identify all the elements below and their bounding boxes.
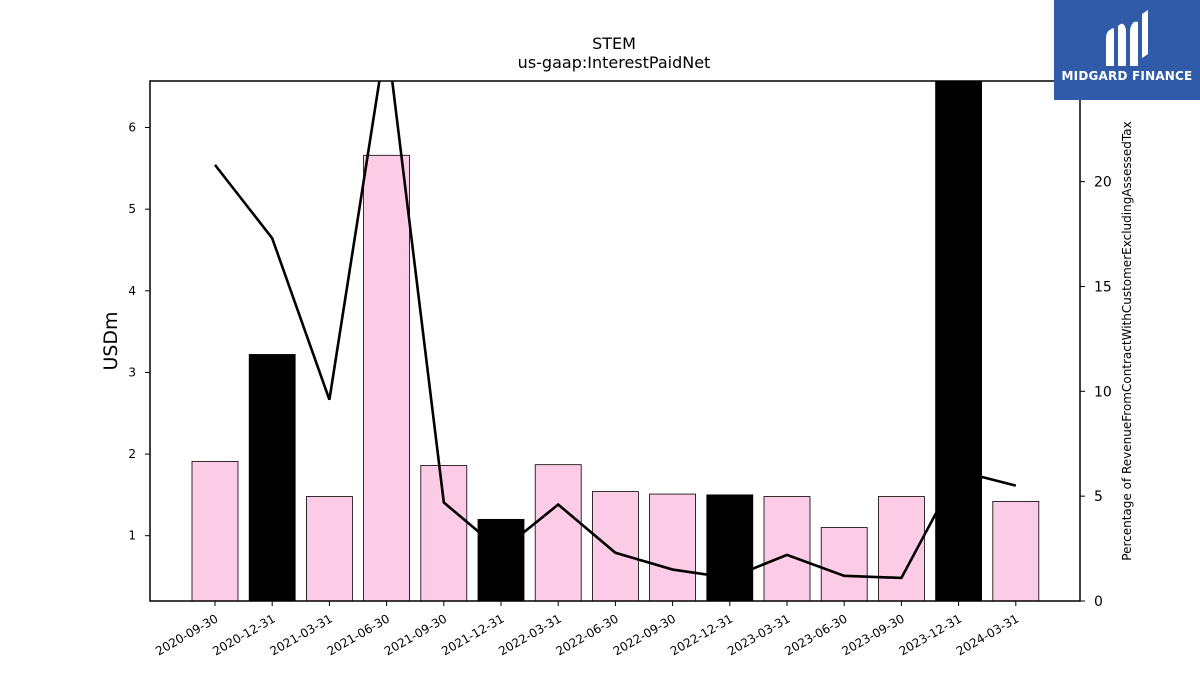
bar xyxy=(706,494,754,602)
x-tick-label: 2020-12-31 xyxy=(210,611,277,658)
midgard-logo-icon xyxy=(1106,10,1148,66)
bar xyxy=(305,496,353,602)
bar xyxy=(592,491,639,602)
bar xyxy=(649,493,696,602)
x-tick-label: 2023-06-30 xyxy=(782,611,849,658)
x-tick-label: 2023-12-31 xyxy=(897,611,964,658)
x-tick-label: 2020-09-30 xyxy=(153,611,220,658)
line-layer xyxy=(213,81,1017,580)
x-tick-label: 2024-03-31 xyxy=(954,611,1021,658)
x-tick-label: 2021-06-30 xyxy=(325,611,392,658)
y-tick-label: 3 xyxy=(128,365,136,379)
x-tick-label: 2023-03-31 xyxy=(725,611,792,658)
x-tick-label: 2021-12-31 xyxy=(439,611,506,658)
y2-tick-label: 5 xyxy=(1094,489,1103,505)
x-tick-label: 2022-06-30 xyxy=(553,611,620,658)
bar xyxy=(992,501,1040,602)
chart-subtitle: us-gaap:InterestPaidNet xyxy=(518,53,711,72)
y2-tick-label: 10 xyxy=(1094,384,1112,400)
y2-tick-label: 20 xyxy=(1094,175,1112,191)
x-tick-label: 2023-09-30 xyxy=(839,611,906,658)
bars-layer xyxy=(191,80,1040,602)
brand-logo: MIDGARD FINANCE xyxy=(1054,0,1200,100)
bar xyxy=(820,527,868,602)
bar xyxy=(191,461,239,602)
bar xyxy=(763,496,811,602)
bar xyxy=(248,354,296,602)
bar xyxy=(363,154,411,602)
y-axis-label: USDm xyxy=(100,311,122,370)
bar xyxy=(935,80,982,602)
y2-axis-label: Percentage of RevenueFromContractWithCus… xyxy=(1120,121,1134,560)
y2-tick-label: 15 xyxy=(1094,279,1112,295)
y-tick-label: 1 xyxy=(128,529,136,543)
bar xyxy=(534,464,582,602)
x-tick-label: 2022-09-30 xyxy=(611,611,678,658)
x-tick-label: 2022-03-31 xyxy=(496,611,563,658)
chart-title: STEM xyxy=(592,34,636,53)
y-tick-label: 5 xyxy=(128,202,136,216)
series-line xyxy=(213,81,1017,580)
y2-tick-label: 0 xyxy=(1094,594,1103,610)
x-tick-label: 2022-12-31 xyxy=(668,611,735,658)
bar xyxy=(477,518,525,602)
x-tick-label: 2021-03-31 xyxy=(267,611,334,658)
y-tick-label: 4 xyxy=(128,284,136,298)
y-tick-label: 2 xyxy=(128,447,136,461)
y-tick-label: 6 xyxy=(128,121,136,135)
x-tick-label: 2021-09-30 xyxy=(382,611,449,658)
bar xyxy=(420,465,468,602)
brand-name: MIDGARD FINANCE xyxy=(1061,69,1193,83)
